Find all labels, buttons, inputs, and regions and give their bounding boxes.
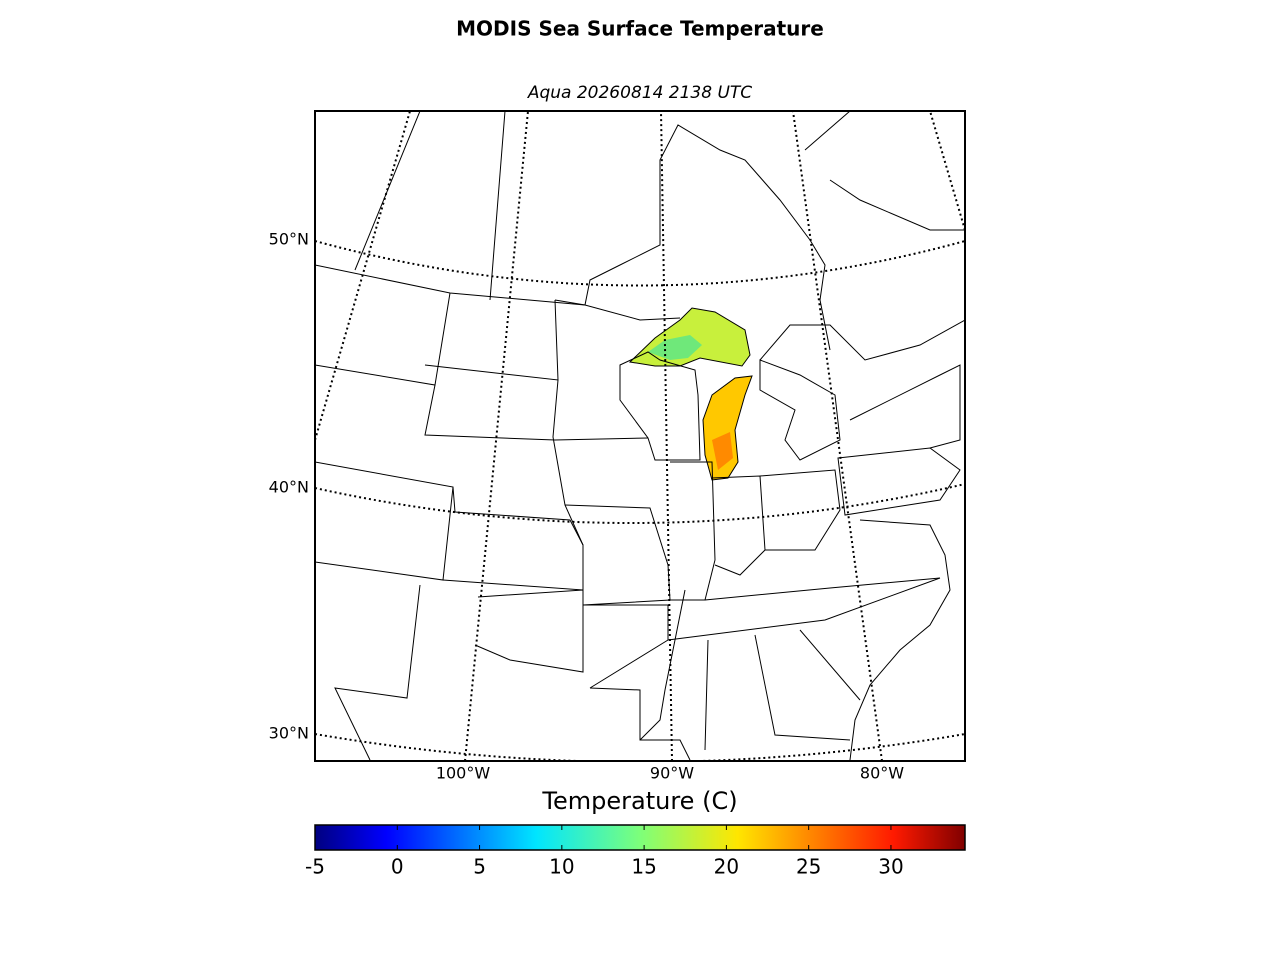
tick-label: 5 xyxy=(473,855,486,879)
colorbar-ticks: -5 0 5 10 15 20 25 30 xyxy=(305,825,904,879)
tick-label: 0 xyxy=(391,855,404,879)
tick-label: -5 xyxy=(305,855,325,879)
lat-label: 30°N xyxy=(269,724,309,743)
subtitle: Aqua 20260814 2138 UTC xyxy=(527,83,752,103)
map-frame xyxy=(314,110,966,762)
lake-detail xyxy=(712,432,733,470)
lake-detail xyxy=(648,335,702,360)
title: MODIS Sea Surface Temperature xyxy=(456,17,824,41)
tick-label: 10 xyxy=(549,855,574,879)
tick-label: 30 xyxy=(878,855,903,879)
map xyxy=(315,111,965,761)
lon-label: 80°W xyxy=(860,764,904,783)
tick-label: 20 xyxy=(714,855,739,879)
lat-label: 40°N xyxy=(269,478,309,497)
tick-label: 25 xyxy=(796,855,821,879)
lat-label: 50°N xyxy=(269,230,309,249)
lon-label: 90°W xyxy=(650,764,694,783)
colorbar-label: Temperature (C) xyxy=(541,787,737,815)
colorbar xyxy=(314,824,966,851)
tick-label: 15 xyxy=(631,855,656,879)
map-labels: 50°N 40°N 30°N 100°W 90°W 80°W xyxy=(269,230,905,783)
lon-label: 100°W xyxy=(436,764,491,783)
